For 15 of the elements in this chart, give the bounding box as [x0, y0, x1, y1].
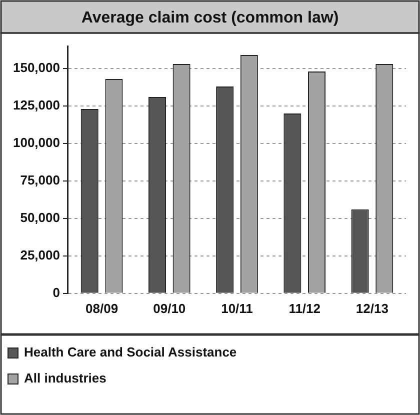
x-tick-label: 08/09 [86, 300, 118, 316]
y-tick-label: 150,000 [12, 60, 60, 76]
y-tick-label: 50,000 [20, 210, 60, 226]
y-tick-label: 125,000 [12, 98, 60, 113]
y-tick-label: 75,000 [20, 172, 60, 188]
x-tick-label: 10/11 [221, 300, 253, 316]
legend-label: All industries [24, 370, 106, 386]
x-tick-label: 11/12 [288, 300, 321, 316]
x-tick-label: 12/13 [356, 300, 388, 316]
y-tick-label: 100,000 [12, 135, 60, 150]
chart-title: Average claim cost (common law) [81, 9, 339, 26]
y-tick-label: 25,000 [20, 247, 60, 262]
legend-label: Health Care and Social Assistance [24, 344, 237, 360]
y-tick-label: 0 [52, 284, 60, 300]
x-tick-label: 09/10 [153, 300, 186, 316]
